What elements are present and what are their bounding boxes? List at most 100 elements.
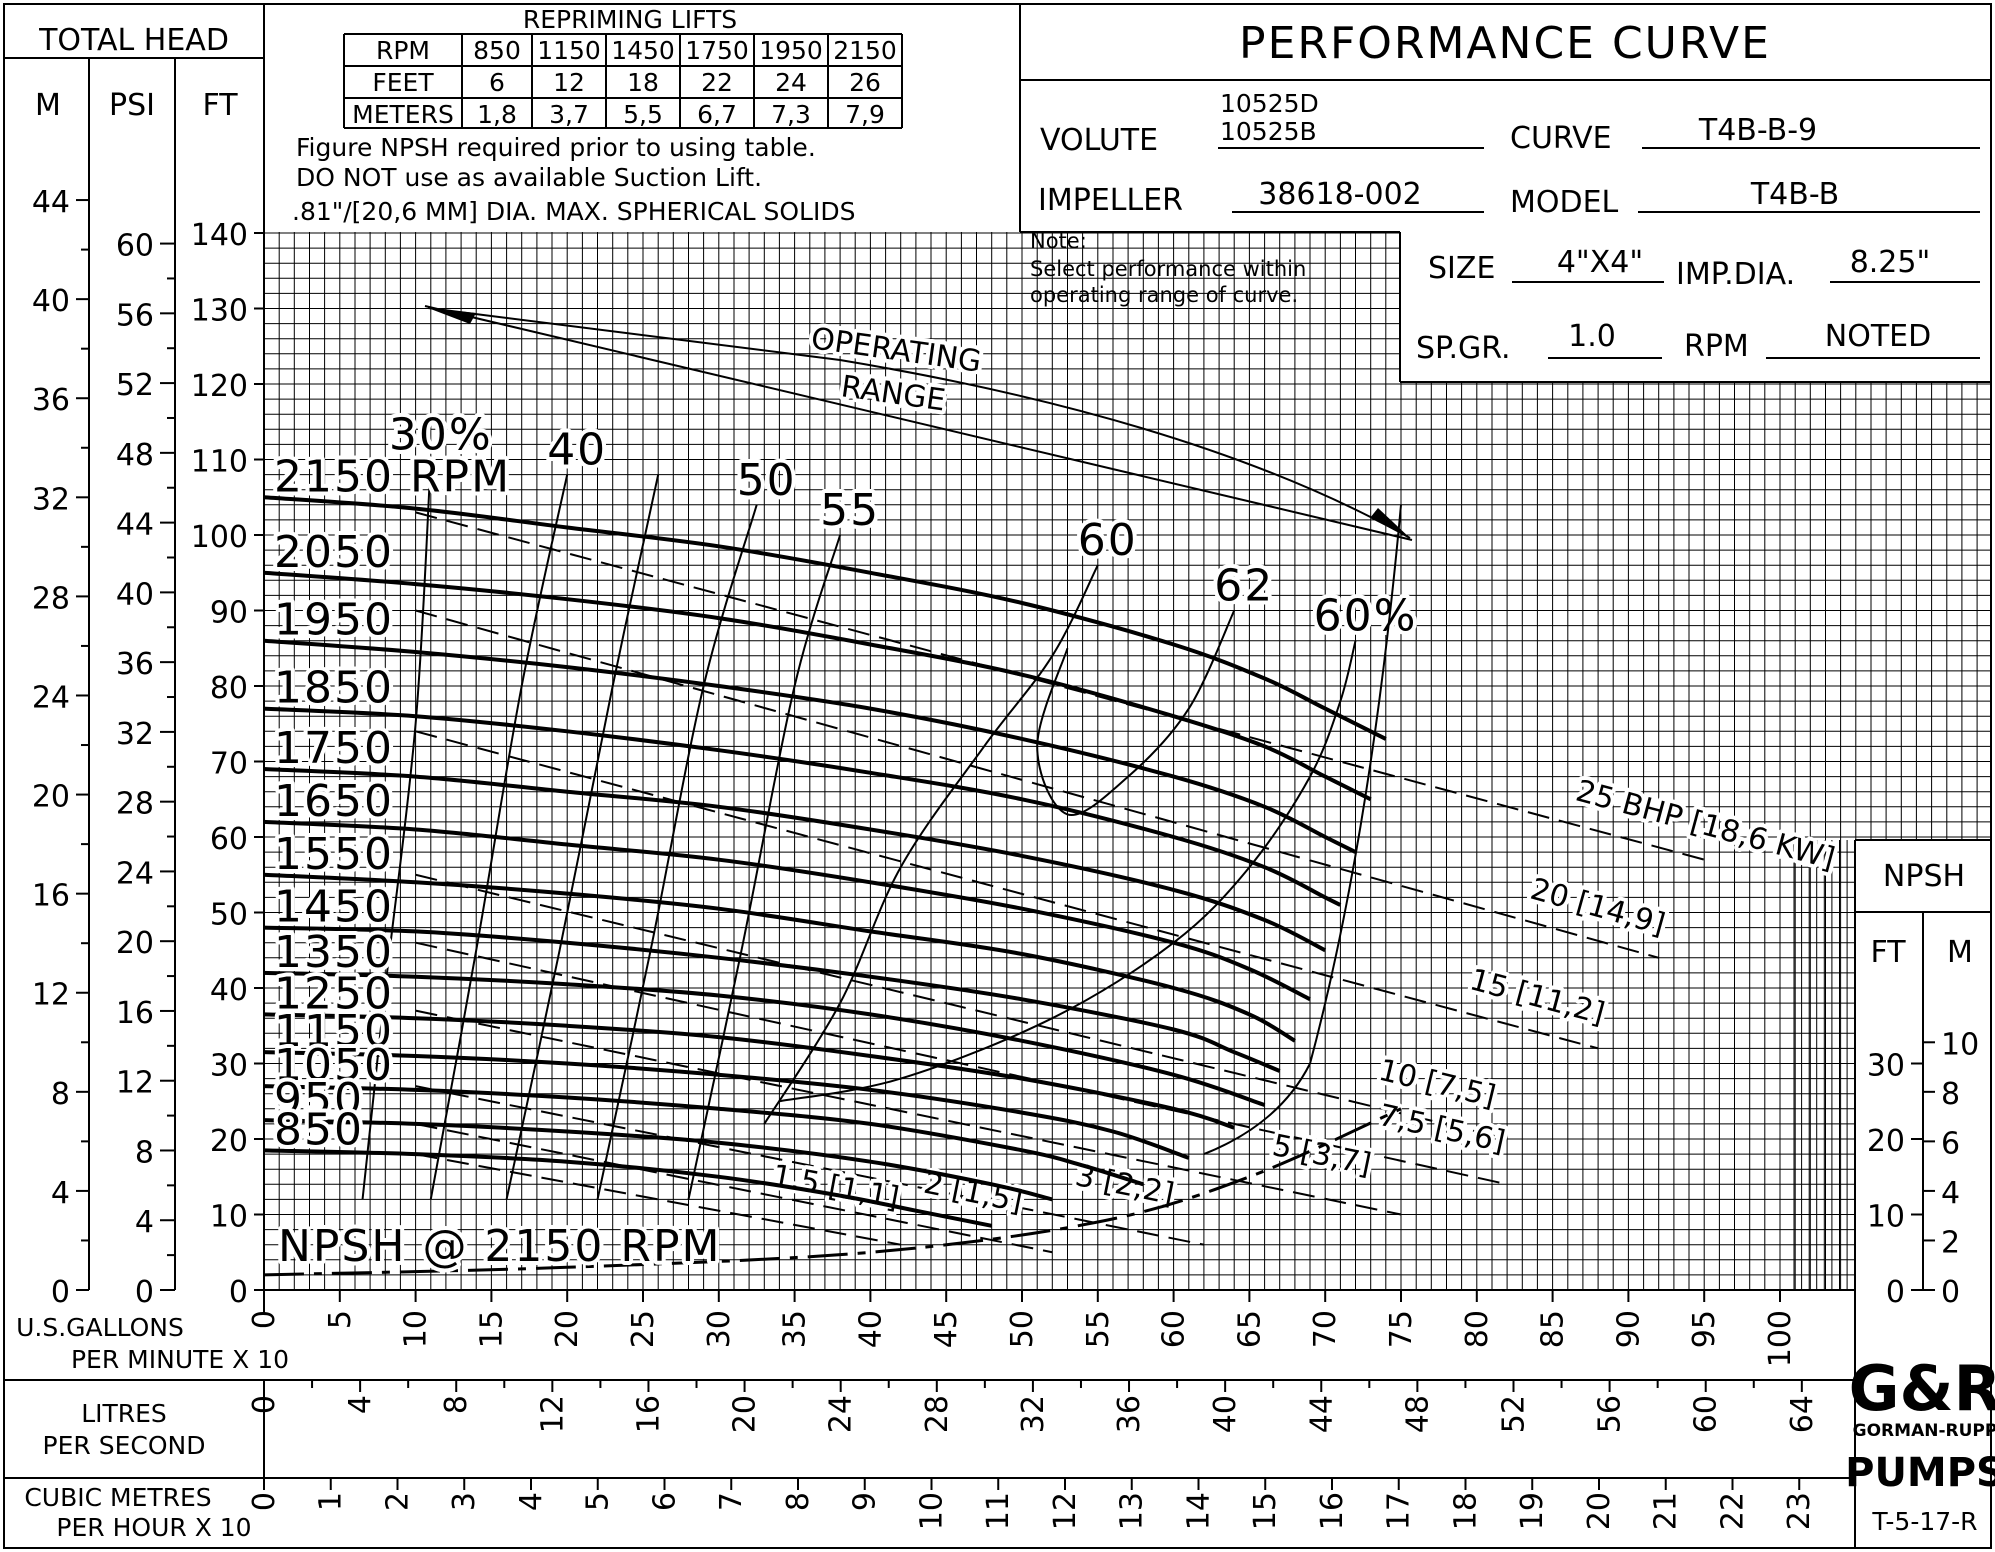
cmh-tick-label: 20	[1582, 1492, 1617, 1530]
ft-tick-label: 0	[229, 1275, 248, 1310]
gpm-tick-label: 30	[702, 1310, 737, 1348]
efficiency-curve	[361, 459, 432, 1200]
note-title: Note:	[1030, 229, 1087, 253]
cmh-tick-label: 12	[1048, 1492, 1083, 1530]
efficiency-label: 60	[1078, 515, 1138, 566]
logo-subtitle: GORMAN-RUPP	[1853, 1421, 1995, 1441]
efficiency-label: 60%	[1314, 591, 1418, 642]
ft-tick-label: 130	[191, 294, 248, 329]
psi-tick-label: 60	[116, 229, 154, 264]
lps-tick-label: 4	[343, 1395, 378, 1414]
m-tick-label: 28	[32, 581, 70, 616]
total-head-label: TOTAL HEAD	[38, 23, 229, 58]
npsh-axis-title: NPSH	[1883, 859, 1965, 894]
unit-m-label: M	[35, 88, 61, 123]
efficiency-curves: 30% 40 50 55 60 62 60%	[361, 406, 1419, 1200]
volute-label: VOLUTE	[1040, 123, 1158, 158]
psi-tick-label: 20	[116, 926, 154, 961]
lps-tick-label: 0	[247, 1395, 282, 1414]
ft-tick-label: 110	[191, 445, 248, 480]
lps-tick-label: 20	[728, 1395, 763, 1433]
lps-tick-label: 52	[1496, 1395, 1531, 1433]
rpm-label: 1250	[274, 968, 394, 1019]
rpm-curve	[263, 1084, 1144, 1187]
ft-tick-label: 140	[191, 218, 248, 253]
efficiency-curve	[779, 640, 1357, 1103]
frame-lines	[3, 3, 1992, 1549]
rpm-label: RPM	[1684, 329, 1749, 364]
lps-tick-label: 56	[1593, 1395, 1628, 1433]
bhp-line	[415, 1122, 1053, 1254]
npsh-ft-label: FT	[1870, 935, 1906, 970]
gpm-tick-label: 75	[1384, 1310, 1419, 1348]
psi-tick-label: 32	[116, 717, 154, 752]
cmh-tick-label: 1	[314, 1492, 349, 1511]
gpm-tick-label: 45	[929, 1310, 964, 1348]
rpm-label: 2150 RPM	[274, 451, 511, 502]
size-value: 4"X4"	[1557, 245, 1643, 280]
npsh-ft-tick-label: 30	[1867, 1049, 1905, 1084]
gpm-tick-label: 20	[550, 1310, 585, 1348]
table-cell: 12	[553, 68, 585, 97]
lps-tick-label: 36	[1112, 1395, 1147, 1433]
table-cell: 7,3	[771, 100, 811, 129]
imp-dia-value: 8.25"	[1850, 245, 1931, 280]
gpm-tick-label: 85	[1536, 1310, 1571, 1348]
table-cell: 1150	[537, 36, 601, 65]
page-title: PERFORMANCE CURVE	[1239, 18, 1771, 69]
m-tick-label: 20	[32, 780, 70, 815]
m-tick-label: 4	[51, 1176, 70, 1211]
lps-tick-label: 60	[1689, 1395, 1724, 1433]
table-cell: 18	[627, 68, 659, 97]
lps-tick-label: 24	[824, 1395, 859, 1433]
psi-tick-label: 28	[116, 787, 154, 822]
gpm-label-1: U.S.GALLONS	[16, 1313, 184, 1342]
curve-label: CURVE	[1510, 121, 1612, 156]
rpm-curve	[263, 1012, 1235, 1130]
repriming-title: REPRIMING LIFTS	[523, 5, 737, 34]
ft-tick-label: 10	[210, 1200, 248, 1235]
table-cell: 850	[473, 36, 521, 65]
efficiency-curve	[505, 474, 660, 1200]
ft-tick-label: 100	[191, 520, 248, 555]
lps-tick-label: 8	[439, 1395, 474, 1414]
cmh-tick-label: 2	[380, 1492, 415, 1511]
bhp-line	[415, 1153, 901, 1246]
rpm-curve	[263, 1050, 1190, 1160]
m-tick-label: 0	[51, 1275, 70, 1310]
efficiency-curve	[596, 504, 758, 1200]
psi-tick-label: 56	[116, 298, 154, 333]
impeller-label: IMPELLER	[1038, 183, 1183, 218]
model-label: MODEL	[1510, 185, 1619, 220]
gpm-tick-label: 40	[853, 1310, 888, 1348]
unit-ft-label: FT	[202, 88, 238, 123]
npsh-ft-tick-label: 0	[1886, 1275, 1905, 1310]
gpm-tick-label: 70	[1308, 1310, 1343, 1348]
m-tick-label: 24	[32, 680, 70, 715]
m-tick-label: 32	[32, 482, 70, 517]
gpm-tick-label: 10	[399, 1310, 434, 1348]
cmh-tick-label: 4	[514, 1492, 549, 1511]
rpm-label: 1650	[274, 776, 394, 827]
rpm-label: 1950	[274, 595, 394, 646]
gpm-label-2: PER MINUTE X 10	[71, 1345, 289, 1374]
note-line-3: .81"/[20,6 MM] DIA. MAX. SPHERICAL SOLID…	[292, 197, 855, 226]
sp-gr-label: SP.GR.	[1416, 331, 1511, 366]
gpm-tick-label: 5	[323, 1310, 358, 1329]
cmh-tick-label: 0	[247, 1492, 282, 1511]
npsh-m-tick-label: 0	[1941, 1275, 1960, 1310]
gpm-tick-label: 55	[1081, 1310, 1116, 1348]
cmh-tick-label: 17	[1382, 1492, 1417, 1530]
npsh-label: NPSH @ 2150 RPM	[278, 1221, 721, 1272]
bhp-line	[415, 873, 1508, 1140]
cmh-tick-label: 16	[1315, 1492, 1350, 1530]
cmh-tick-label: 5	[581, 1492, 616, 1511]
m-tick-label: 12	[32, 978, 70, 1013]
bhp-line	[415, 1085, 1205, 1246]
ft-tick-label: 80	[210, 671, 248, 706]
repriming-table: RPM 850 1150 1450 1750 1950 2150 FEET 6 12 18 22 24 2…	[343, 33, 903, 129]
drawing-number: T-5-17-R	[1871, 1507, 1977, 1536]
table-cell: 6	[489, 68, 505, 97]
table-row-label: METERS	[352, 100, 454, 129]
efficiency-label: 62	[1214, 561, 1274, 612]
